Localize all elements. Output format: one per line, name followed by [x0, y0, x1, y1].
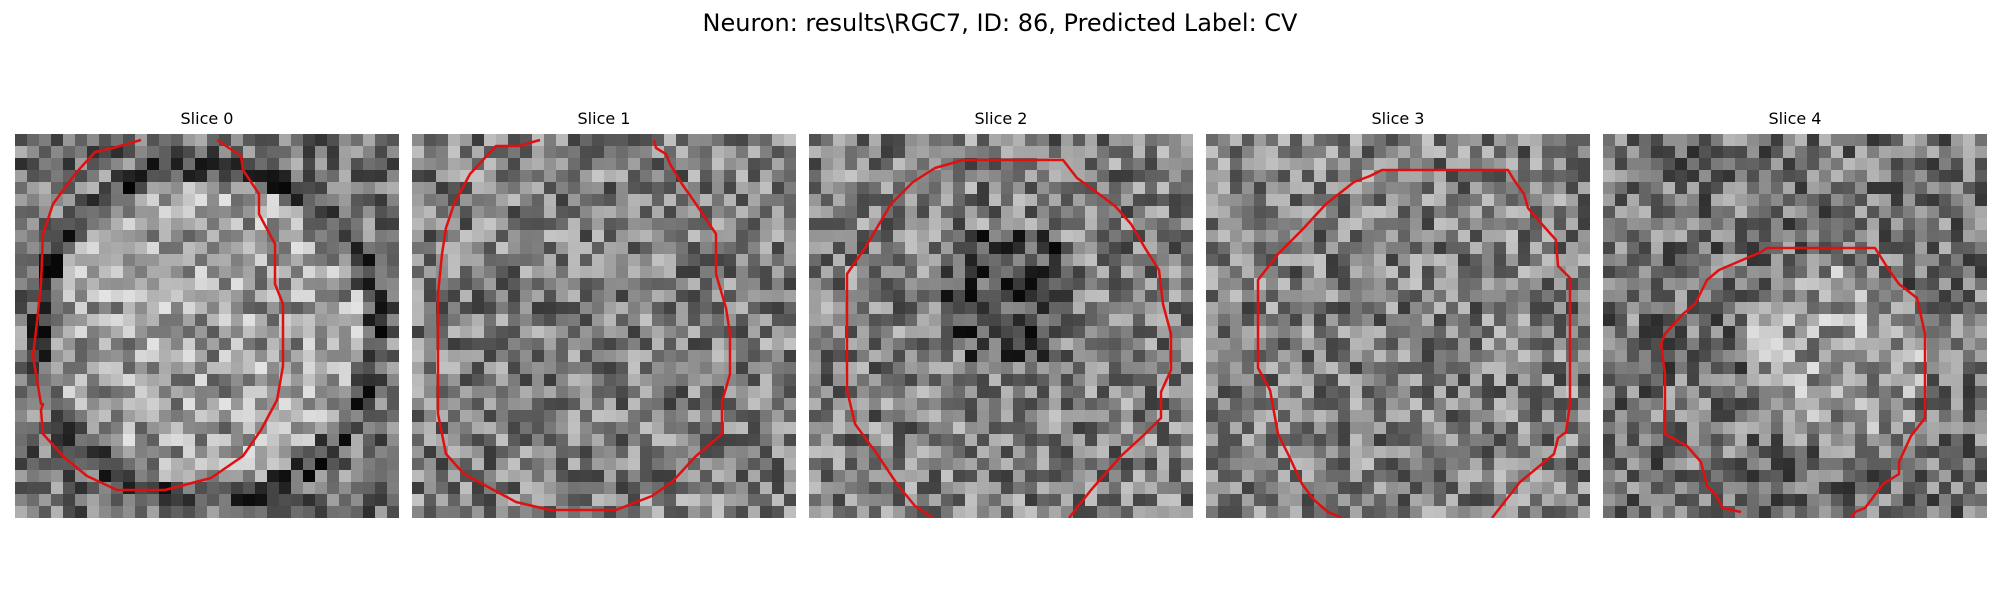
slice-image [809, 134, 1193, 518]
slice-image [1206, 134, 1590, 518]
slice-title: Slice 3 [1371, 109, 1425, 128]
cell-contour [31, 138, 285, 492]
cell-contour [1659, 246, 1927, 518]
slice-title: Slice 0 [180, 109, 234, 128]
slice-title: Slice 2 [974, 109, 1028, 128]
slice-panel-4: Slice 4 [1603, 108, 1987, 518]
slice-image [15, 134, 399, 518]
cell-contour [1256, 168, 1572, 518]
slice-panel-2: Slice 2 [809, 108, 1193, 518]
figure-title: Neuron: results\RGC7, ID: 86, Predicted … [702, 9, 1298, 37]
slice-title: Slice 1 [577, 109, 631, 128]
slice-title: Slice 4 [1768, 109, 1822, 128]
slice-image [1603, 134, 1987, 518]
cell-contour [845, 158, 1173, 518]
slice-image [412, 134, 796, 518]
slice-panel-0: Slice 0 [15, 108, 399, 518]
cell-contour [436, 138, 732, 512]
slice-panel-1: Slice 1 [412, 108, 796, 518]
slice-panel-3: Slice 3 [1206, 108, 1590, 518]
